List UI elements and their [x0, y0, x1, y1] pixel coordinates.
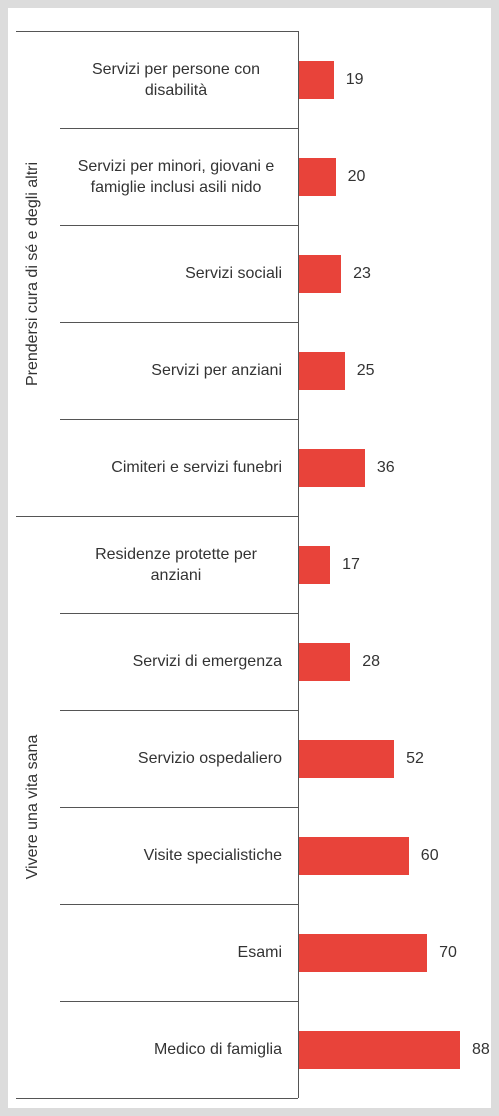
- value-label: 36: [376, 458, 395, 476]
- group-label: Vivere una vita sana: [24, 734, 41, 880]
- value-label: 60: [420, 846, 439, 864]
- group-separator: [16, 1098, 298, 1099]
- bar: [299, 1030, 461, 1069]
- row-separator: [60, 1001, 298, 1002]
- category-label: Servizi di emergenza: [132, 653, 282, 670]
- row-separator: [60, 613, 298, 614]
- bar: [299, 642, 351, 681]
- bar: [299, 254, 342, 293]
- value-label: 28: [362, 652, 381, 670]
- value-label: 20: [347, 167, 366, 185]
- row-separator: [60, 128, 298, 129]
- value-label: 17: [342, 555, 360, 573]
- group-separator: [16, 516, 298, 517]
- value-label: 25: [356, 361, 375, 379]
- category-label: Servizi per persone con disabilità: [91, 60, 261, 99]
- category-label: Servizio ospedaliero: [137, 750, 282, 767]
- value-label: 52: [406, 749, 424, 767]
- bar: [299, 157, 336, 196]
- category-label: Cimiteri e servizi funebri: [111, 459, 282, 476]
- bar: [299, 836, 409, 875]
- panel: [8, 8, 491, 1108]
- bar: [299, 739, 395, 778]
- row-separator: [60, 419, 298, 420]
- category-label: Servizi sociali: [185, 265, 282, 282]
- value-label: 70: [439, 943, 457, 961]
- category-label: Visite specialistiche: [143, 847, 282, 864]
- bar: [299, 60, 334, 99]
- bar: [299, 933, 428, 972]
- row-separator: [60, 322, 298, 323]
- category-label: Servizi per anziani: [151, 362, 282, 379]
- axis-line: [298, 31, 299, 1098]
- row-separator: [60, 904, 298, 905]
- value-label: 88: [472, 1040, 490, 1058]
- category-label: Residenze protette per anziani: [95, 545, 257, 584]
- group-separator: [16, 31, 298, 32]
- row-separator: [60, 225, 298, 226]
- bar: [299, 448, 365, 487]
- group-label: Prendersi cura di sé e degli altri: [24, 161, 41, 386]
- row-separator: [60, 807, 298, 808]
- bar: [299, 351, 345, 390]
- category-label: Servizi per minori, giovani e famiglie i…: [77, 157, 275, 196]
- value-label: 19: [345, 70, 364, 88]
- category-label: Medico di famiglia: [153, 1041, 282, 1058]
- bar: [299, 545, 331, 584]
- category-label: Esami: [237, 944, 282, 961]
- value-label: 23: [353, 264, 371, 282]
- row-separator: [60, 710, 298, 711]
